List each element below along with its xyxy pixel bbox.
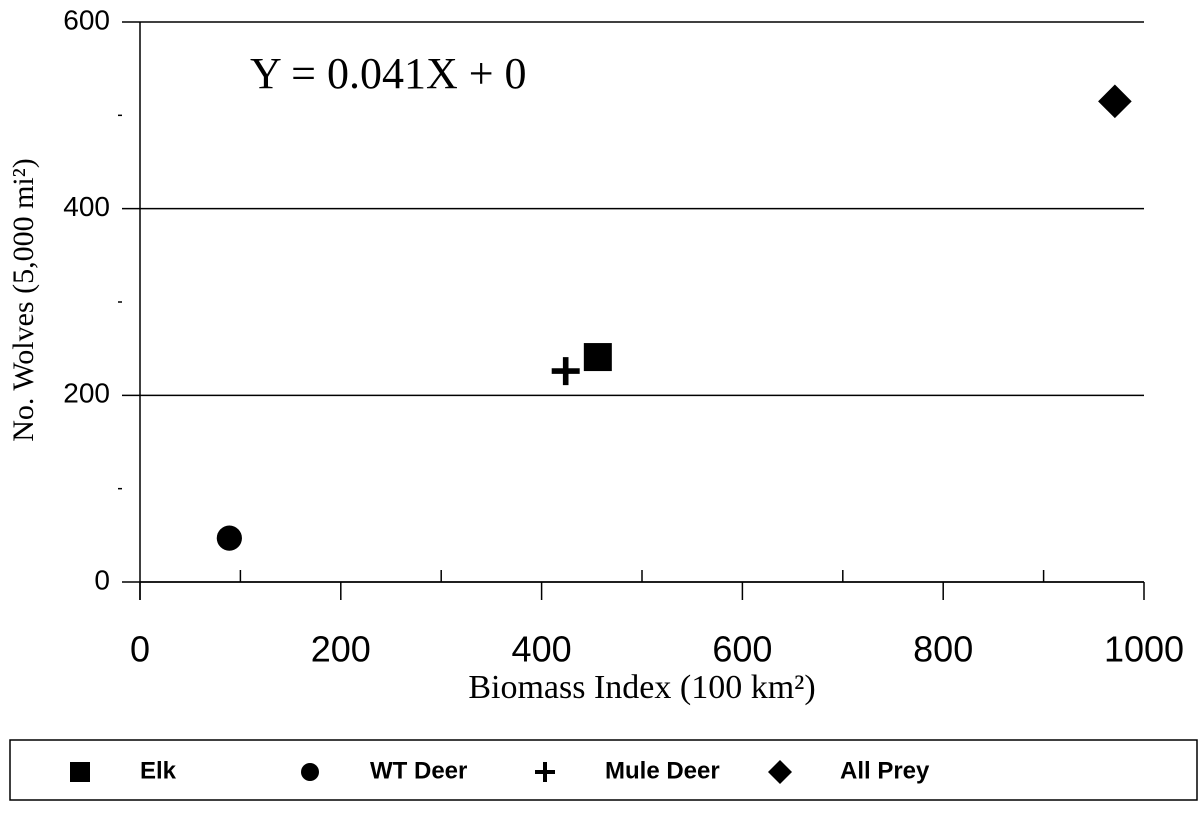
y-tick-label: 600	[63, 4, 110, 35]
legend-label: Mule Deer	[605, 757, 720, 784]
x-tick-label: 0	[130, 629, 150, 670]
x-axis-label: Biomass Index (100 km²)	[468, 669, 815, 706]
marker-square	[583, 343, 612, 372]
legend-label: Elk	[140, 757, 177, 784]
marker-diamond	[768, 760, 792, 784]
y-axis-label: No. Wolves (5,000 mi²)	[7, 158, 40, 442]
x-tick-label: 1000	[1104, 629, 1184, 670]
y-tick-label: 400	[63, 191, 110, 222]
marker-plus	[535, 762, 555, 782]
marker-circle	[216, 525, 242, 551]
x-tick-label: 800	[913, 629, 973, 670]
y-tick-label: 0	[94, 564, 110, 595]
x-tick-label: 600	[712, 629, 772, 670]
marker-circle	[301, 763, 319, 781]
marker-square	[70, 762, 90, 782]
x-tick-label: 200	[311, 629, 371, 670]
y-tick-label: 200	[63, 378, 110, 409]
x-tick-label: 400	[512, 629, 572, 670]
marker-plus	[551, 357, 580, 386]
legend-box	[9, 739, 1198, 801]
legend-label: WT Deer	[370, 757, 467, 784]
annotation: Y = 0.041X + 0	[250, 49, 527, 98]
marker-diamond	[1098, 84, 1132, 119]
legend-label: All Prey	[840, 757, 930, 784]
